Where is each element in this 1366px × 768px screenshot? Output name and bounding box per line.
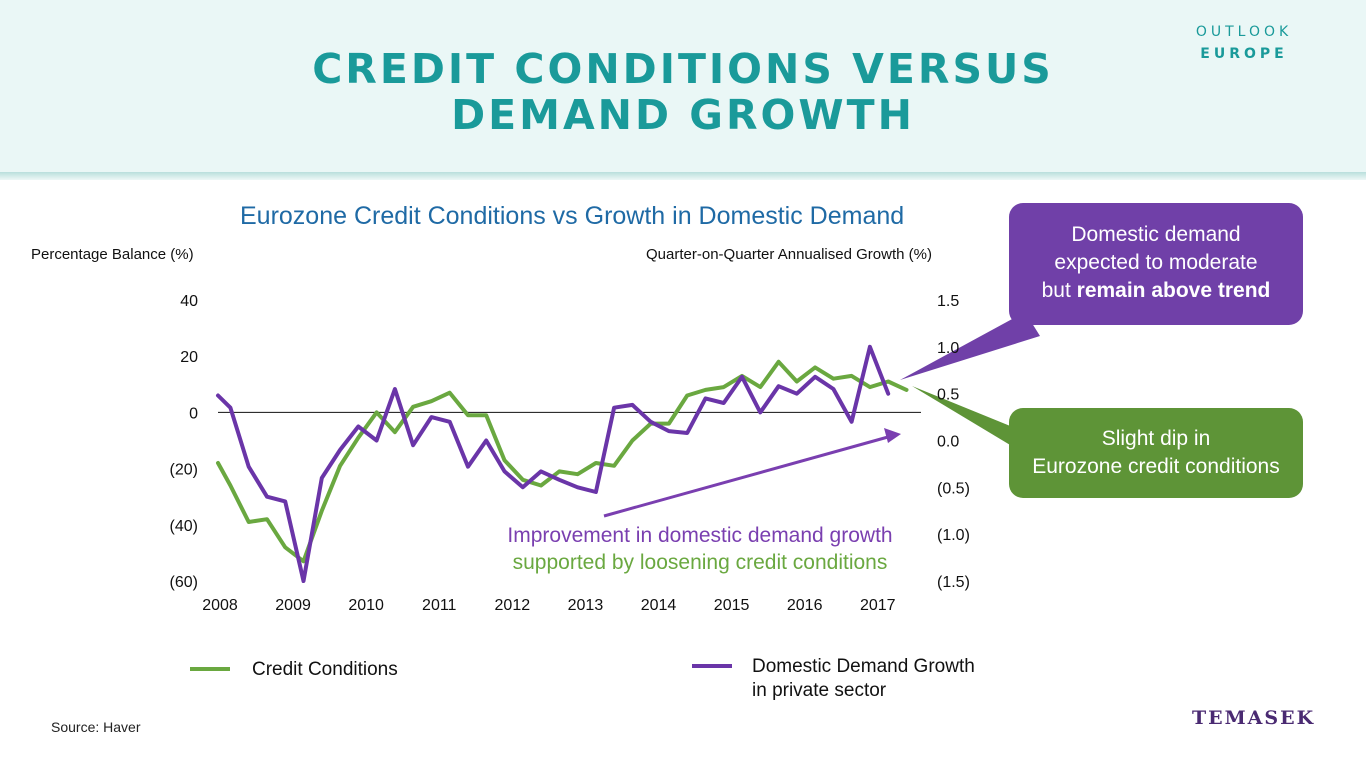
left-axis-title: Percentage Balance (%) — [31, 246, 194, 263]
outlook-tag: OUTLOOK EUROPE — [1150, 24, 1338, 62]
left-tick-label: (20) — [170, 462, 198, 479]
callout-credit-dip: Slight dip in Eurozone credit conditions — [1009, 408, 1303, 498]
x-tick-label: 2010 — [348, 597, 384, 614]
x-tick-label: 2011 — [422, 597, 457, 614]
improvement-arrow — [603, 428, 901, 518]
source-note: Source: Haver — [51, 719, 141, 735]
legend-swatch-credit — [190, 667, 230, 671]
x-tick-label: 2014 — [641, 597, 677, 614]
right-tick-label: (1.0) — [937, 527, 970, 544]
left-tick-label: 0 — [189, 405, 198, 422]
right-axis-title: Quarter-on-Quarter Annualised Growth (%) — [646, 246, 932, 263]
page-title-line1: CREDIT CONDITIONS VERSUS — [312, 45, 1054, 93]
x-tick-label: 2009 — [275, 597, 311, 614]
page-title: CREDIT CONDITIONS VERSUS DEMAND GROWTH — [0, 46, 1366, 138]
left-tick-label: (40) — [170, 518, 198, 535]
right-tick-label: 0.0 — [937, 434, 959, 451]
callout-green-line2: Eurozone credit conditions — [1032, 455, 1280, 478]
x-tick-label: 2012 — [495, 597, 531, 614]
domestic-demand-line — [216, 344, 891, 583]
improvement-annotation: Improvement in domestic demand growth su… — [470, 522, 930, 576]
right-tick-label: (1.5) — [937, 574, 970, 591]
series-lines — [216, 344, 909, 583]
header-band — [0, 0, 1366, 172]
left-axis-ticks: 40 20 0 (20) (40) (60) — [170, 293, 199, 591]
annotation-line2: supported by loosening credit conditions — [512, 551, 888, 574]
callout-purple-line2: expected to moderate — [1054, 251, 1258, 274]
callout-purple-line3-bold: remain above trend — [1076, 279, 1271, 302]
x-tick-label: 2008 — [202, 597, 238, 614]
right-tick-label: (0.5) — [937, 480, 970, 497]
chart-title: Eurozone Credit Conditions vs Growth in … — [240, 202, 905, 230]
purple-callout-pointer — [900, 312, 1040, 380]
improvement-arrow-head — [884, 428, 901, 443]
callout-pointers — [900, 312, 1040, 460]
annotation-line1: Improvement in domestic demand growth — [507, 524, 893, 547]
outlook-tag-line2: EUROPE — [1200, 46, 1288, 62]
header-divider — [0, 172, 1366, 180]
legend-label-demand: Domestic Demand Growth in private sector — [752, 655, 975, 703]
callout-purple-line3: but remain above trend — [1009, 277, 1303, 305]
legend-label-demand-line2: in private sector — [752, 680, 887, 701]
callout-green-line1: Slight dip in — [1101, 427, 1211, 450]
legend-label-credit: Credit Conditions — [252, 659, 398, 680]
x-tick-label: 2015 — [714, 597, 750, 614]
temasek-logo: TEMASEK — [1192, 707, 1316, 729]
left-tick-label: 20 — [180, 349, 198, 366]
x-tick-label: 2013 — [568, 597, 604, 614]
callout-domestic-demand: Domestic demand expected to moderate but… — [1009, 203, 1303, 325]
credit-conditions-line — [216, 359, 909, 564]
right-tick-label: 0.5 — [937, 387, 959, 404]
right-tick-label: 1.0 — [937, 340, 959, 357]
legend-label-demand-line1: Domestic Demand Growth — [752, 656, 975, 677]
left-tick-label: 40 — [180, 293, 198, 310]
callout-purple-line1: Domestic demand — [1071, 223, 1241, 246]
left-tick-label: (60) — [170, 574, 198, 591]
x-tick-label: 2017 — [860, 597, 896, 614]
x-tick-label: 2016 — [787, 597, 823, 614]
right-axis-ticks: 1.5 1.0 0.5 0.0 (0.5) (1.0) (1.5) — [937, 293, 970, 591]
legend-swatch-demand — [692, 664, 732, 668]
green-callout-pointer — [912, 386, 1035, 460]
x-axis-ticks: 2008 2009 2010 2011 2012 2013 2014 2015 2016 2017 — [202, 597, 895, 614]
outlook-tag-line1: OUTLOOK — [1195, 24, 1293, 40]
right-tick-label: 1.5 — [937, 293, 959, 310]
callout-purple-line3-prefix: but — [1041, 279, 1077, 302]
improvement-arrow-shaft — [603, 435, 889, 518]
page-title-line2: DEMAND GROWTH — [451, 91, 915, 139]
